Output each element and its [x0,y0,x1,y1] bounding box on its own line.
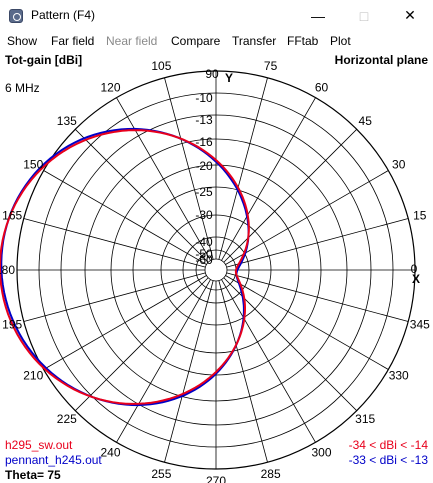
grid-spoke [223,277,357,411]
angle-label-60: 60 [315,80,329,94]
minimize-icon[interactable]: — [311,7,325,24]
gain-label: Tot-gain [dBi] [5,53,82,67]
angle-label-135: 135 [57,114,77,128]
grid-spoke [23,218,206,268]
grid-spoke [116,279,211,443]
angle-label-285: 285 [261,467,281,481]
angle-label-345: 345 [410,318,430,332]
angle-label-330: 330 [389,369,409,383]
ring-label-40: -40 [195,235,213,249]
angle-label-165: 165 [2,208,22,222]
menu-near-field: Near field [106,34,158,48]
angle-label-45: 45 [359,114,373,128]
menu-compare[interactable]: Compare [171,34,221,48]
polar-grid [16,70,416,470]
legend-range-2: -33 < dBi < -13 [349,453,429,467]
grid-spoke [43,170,207,265]
angle-label-150: 150 [23,158,43,172]
plane-label: Horizontal plane [335,53,429,67]
grid-spoke [164,77,214,260]
y-axis-label: Y [225,71,233,85]
angle-label-210: 210 [23,369,43,383]
grid-spoke [221,279,316,443]
grid-spoke [218,77,268,260]
x-axis-marker: X [412,272,420,286]
grid-spoke [75,277,209,411]
angle-label-315: 315 [355,412,375,426]
theta-label: Theta= 75 [5,468,61,482]
grid-spoke [164,280,214,463]
angle-label-225: 225 [57,412,77,426]
polar-plot: 15 30 45 60 75 105 120 135 150 165 180 195 210 225 240… [0,53,430,483]
ring-label-20: -20 [195,159,213,173]
legend-range-1: -34 < dBi < -14 [349,438,429,452]
menu-fftab[interactable]: FFtab [287,34,319,48]
grid-spoke [225,170,389,265]
angle-label-240: 240 [100,446,120,460]
angle-label-30: 30 [392,158,406,172]
ring-label-13: -13 [195,113,213,127]
angle-label-105: 105 [151,59,171,73]
menu-bar: Show Far field Near field Compare Transf… [0,31,433,51]
angle-label-300: 300 [311,446,331,460]
angle-label-270: 270 [206,474,226,483]
window-title: Pattern (F4) [31,8,96,22]
grid-spoke [23,272,206,322]
angle-label-120: 120 [100,80,120,94]
menu-transfer[interactable]: Transfer [232,34,277,48]
grid-spoke [226,218,409,268]
trace-h295 [0,129,250,405]
legend-file-1: h295_sw.out [5,438,73,452]
ring-label-10: -10 [195,91,213,105]
angle-label-0: 0 [411,262,418,276]
maximize-icon[interactable]: □ [359,7,369,24]
grid-spoke [223,129,357,263]
legend-file-2: pennant_h245.out [5,453,102,467]
pattern-traces [0,127,250,407]
grid-spoke [218,280,268,463]
angle-label-255: 255 [151,467,171,481]
angle-label-75: 75 [264,59,278,73]
grid-spoke [225,275,389,370]
ring-label-50: -50 [195,247,213,261]
grid-spoke [116,97,211,261]
ring-label-30: -30 [195,208,213,222]
title-bar: Pattern (F4) — □ ✕ [0,0,433,31]
angle-label-180: 180 [0,263,15,277]
angle-label-15: 15 [413,208,427,222]
angle-label-195: 195 [2,318,22,332]
frequency-label: 6 MHz [5,81,40,95]
menu-show[interactable]: Show [7,34,38,48]
pattern-app-icon[interactable] [9,9,23,23]
close-icon[interactable]: ✕ [404,7,416,23]
plot-labels: 15 30 45 60 75 105 120 135 150 165 180 195 210 225 240… [0,53,430,483]
menu-far-field[interactable]: Far field [51,34,95,48]
ring-label-16: -16 [195,135,213,149]
ring-label-60: -60 [195,253,213,267]
grid-spoke [75,129,209,263]
ring-label-25: -25 [195,185,213,199]
angle-label-90: 90 [205,67,219,81]
menu-plot[interactable]: Plot [330,34,351,48]
grid-spoke [221,97,316,261]
grid-spoke [43,275,207,370]
grid-spoke [226,272,409,322]
